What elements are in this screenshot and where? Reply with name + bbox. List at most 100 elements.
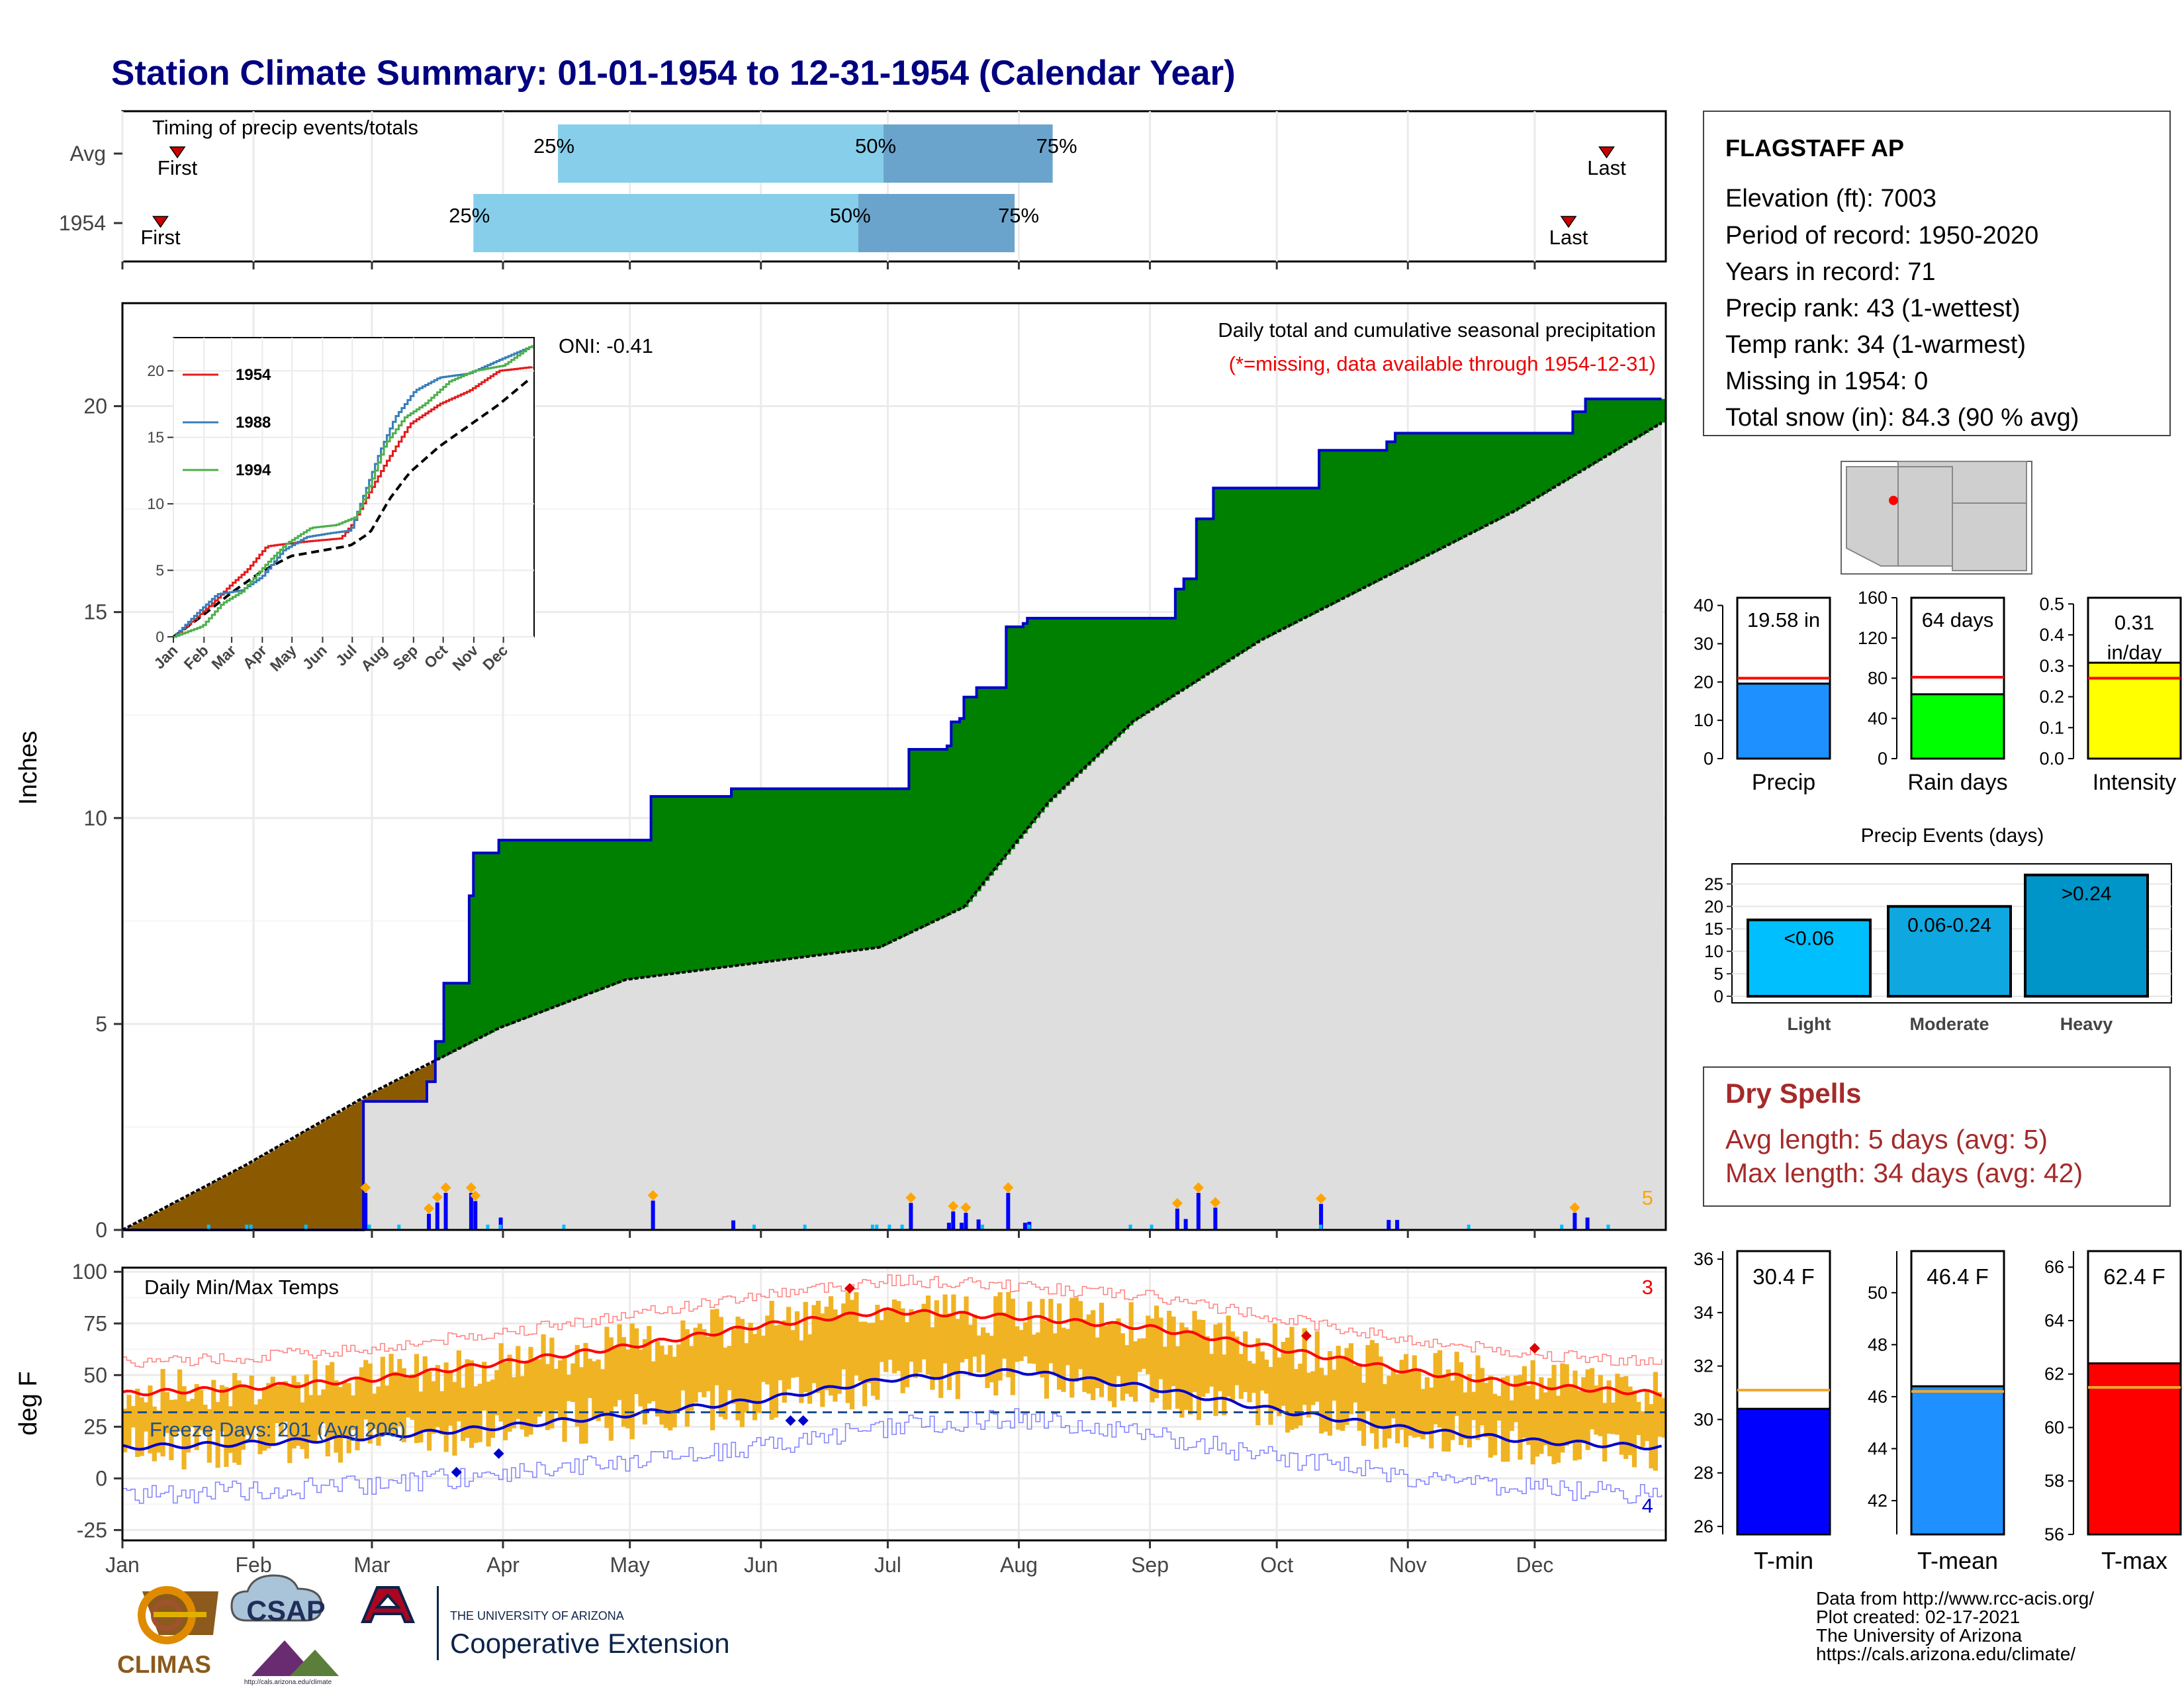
temp-daily-range-bar [490,1380,496,1438]
temp-daily-range-bar [1006,1291,1011,1378]
precip-above-normal [1056,618,1062,794]
temp-daily-range-bar [778,1324,783,1381]
temp-daily-range-bar [1518,1374,1523,1460]
temp-daily-range-bar [549,1337,555,1429]
temp-daily-range-bar [1382,1383,1388,1448]
temp-daily-range-bar [164,1392,170,1433]
precip-above-normal [769,788,774,962]
temp-daily-range-bar [976,1335,981,1373]
precip-above-normal [1132,618,1138,722]
precip-below-normal [359,1100,364,1230]
precip-above-normal [1048,618,1054,802]
precip-trace-mark [1319,1225,1323,1230]
precip-above-normal [1543,433,1548,494]
precip-above-normal [1006,626,1011,855]
climas-logo-text: CLIMAS [117,1651,211,1678]
temp-daily-range-bar [355,1376,360,1450]
precip-below-normal [148,1216,153,1230]
temp-daily-range-bar [1213,1324,1218,1417]
precip-above-normal [549,840,555,1009]
precip-below-normal [283,1143,288,1230]
temp-summary-ytick-label: 28 [1694,1463,1713,1483]
precip-above-normal [537,840,542,1014]
precip-daily-bar [1213,1207,1218,1230]
temp-record-high-marker [1529,1342,1540,1354]
temp-avg-max-line [122,1307,1662,1397]
temp-daily-range-bar [1044,1321,1049,1399]
precip-above-normal [841,788,846,953]
precip-above-normal [439,1041,445,1058]
temp-daily-range-bar [909,1309,914,1362]
temp-record-high-marker [1300,1331,1312,1341]
temp-daily-range-bar [794,1311,800,1378]
precip-y-axis-label: Inches [15,731,42,805]
station-line-elevation: Elevation (ft): 7003 [1725,185,1936,212]
precip-daily-bar [964,1213,968,1230]
temp-summary-t-min: 26 28 30 32 34 36 30.4 F T-min [1694,1249,1831,1574]
precip-above-normal [756,788,762,963]
precip-above-normal [1348,450,1353,596]
precip-above-normal [1374,450,1379,583]
precip-above-normal [972,696,978,897]
temp-daily-range-bar [516,1346,521,1419]
temp-summary-ytick-label: 48 [1868,1335,1888,1354]
precip-below-normal [266,1153,271,1230]
precip-above-normal [1496,433,1502,520]
temp-daily-range-bar [1298,1364,1303,1426]
precip-above-normal [1116,618,1121,738]
temp-daily-range-bar [1551,1364,1557,1464]
precip-daily-bar [1572,1213,1577,1230]
temp-daily-range-bar [629,1323,635,1440]
temp-daily-range-bar [1040,1299,1045,1378]
temp-daily-range-bar [287,1385,293,1464]
precip-below-normal [308,1129,314,1230]
timing-bar-q50-q75 [858,194,1015,252]
temp-daily-range-bar [684,1329,690,1427]
events-ytick-label: 25 [1704,874,1723,894]
temp-daily-range-bar [1576,1390,1582,1460]
temp-daily-range-bar [283,1381,288,1422]
precip-above-normal [1505,433,1510,516]
precip-above-normal [1061,618,1066,790]
temp-daily-range-bar [870,1323,876,1396]
precip-above-normal [1416,433,1422,561]
precip-daily-bar [976,1219,981,1230]
precip-above-normal [714,796,719,968]
precip-above-normal [794,788,799,959]
precip-trace-mark [1128,1225,1132,1230]
temp-summary-value-bar [2087,1362,2182,1536]
summary-bar-ytick-label: 0.5 [2039,594,2064,614]
temp-daily-range-bar [1631,1390,1637,1468]
precip-daily-bar [427,1213,432,1230]
precip-below-normal [388,1084,394,1102]
temp-daily-range-bar [1387,1376,1392,1439]
temp-daily-range-bar [668,1345,673,1430]
temp-record-high-marker [844,1283,855,1294]
precip-above-normal [1285,488,1290,628]
precip-below-normal [321,1121,326,1230]
summary-bar-ytick-label: 120 [1858,628,1888,648]
temp-daily-range-bar [300,1402,305,1450]
precip-below-normal [363,1097,369,1102]
precip-above-normal [672,796,677,974]
precip-ytick-label: 20 [83,395,107,418]
precip-below-normal [257,1158,263,1230]
summary-bar-precip: 0 10 20 30 40 19.58 in Precip [1694,596,1831,795]
precip-above-normal [1551,433,1557,489]
precip-above-normal [891,788,897,942]
temp-daily-range-bar [1192,1311,1197,1392]
precip-above-normal [820,788,825,955]
precip-daily-bar [1585,1217,1590,1230]
temp-daily-range-bar [1645,1390,1650,1441]
precip-above-normal [879,788,884,948]
precip-below-normal [371,1092,377,1102]
temp-y-axis-label: deg F [15,1371,42,1435]
timing-first-marker [169,146,186,159]
temp-daily-range-bar [447,1370,453,1426]
precip-above-normal [494,853,500,1031]
precip-above-normal [1213,488,1218,671]
precip-above-normal [782,788,787,960]
temp-daily-range-bar [1420,1389,1426,1440]
